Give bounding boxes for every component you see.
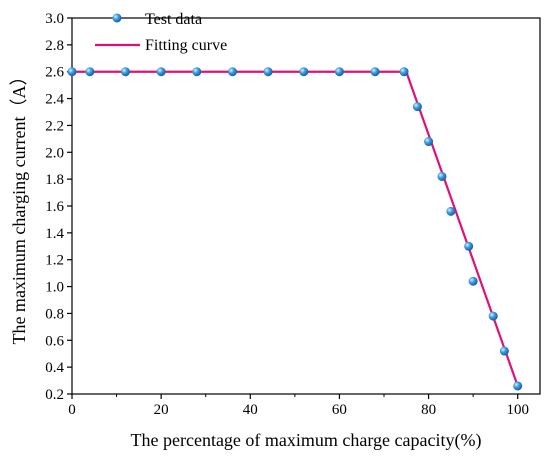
y-tick-label: 2.0: [45, 145, 64, 161]
x-tick-label: 20: [154, 402, 169, 418]
legend: Test data Fitting curve: [95, 11, 227, 54]
x-tick-label: 60: [332, 402, 347, 418]
test-data-point: [464, 241, 474, 251]
test-data-point: [412, 102, 422, 112]
test-data-point: [299, 67, 309, 77]
test-data-point: [120, 67, 130, 77]
test-data-point: [227, 67, 237, 77]
y-tick-label: 1.2: [45, 253, 64, 269]
x-axis-ticks: 0 20 40 60 80 100: [68, 394, 529, 418]
test-data-point: [468, 276, 478, 286]
test-data-point: [499, 346, 509, 356]
test-data-points: [67, 67, 523, 391]
y-tick-label: 0.8: [45, 306, 64, 322]
test-data-point: [192, 67, 202, 77]
test-data-point: [399, 67, 409, 77]
y-tick-label: 2.4: [45, 92, 64, 108]
legend-test-data-label: Test data: [145, 11, 202, 28]
plot-area-frame: [71, 17, 541, 395]
test-data-point: [437, 171, 447, 181]
test-data-point: [334, 67, 344, 77]
y-tick-label: 2.6: [45, 65, 64, 81]
y-tick-label: 0.6: [45, 333, 64, 349]
test-data-point: [85, 67, 95, 77]
x-tick-label: 80: [421, 402, 436, 418]
test-data-point: [488, 311, 498, 321]
y-axis-ticks: 0.2 0.4 0.6 0.8 1.0 1.2 1.4 1.6 1.8 2.0 2.2 2.4 2.6 2…: [45, 11, 72, 403]
y-axis-title: The maximum charging current（A）: [9, 67, 29, 344]
test-data-point: [513, 381, 523, 391]
y-tick-label: 1.6: [45, 199, 64, 215]
y-tick-label: 2.2: [45, 118, 64, 134]
test-data-point: [263, 67, 273, 77]
y-tick-label: 1.0: [45, 280, 64, 296]
test-data-point: [424, 137, 434, 147]
test-data-point: [446, 206, 456, 216]
x-tick-label: 0: [68, 402, 76, 418]
x-tick-label: 100: [506, 402, 529, 418]
test-data-point: [156, 67, 166, 77]
y-tick-label: 1.8: [45, 172, 64, 188]
legend-test-data-marker: [112, 13, 122, 23]
y-tick-label: 3.0: [45, 11, 64, 27]
legend-fitting-curve-label: Fitting curve: [145, 37, 227, 54]
y-tick-label: 2.8: [45, 38, 64, 54]
x-tick-label: 40: [243, 402, 258, 418]
test-data-point: [67, 67, 77, 77]
x-axis-title: The percentage of maximum charge capacit…: [131, 430, 482, 451]
y-tick-label: 1.4: [45, 226, 64, 242]
y-tick-label: 0.2: [45, 387, 64, 403]
y-tick-label: 0.4: [45, 360, 64, 376]
test-data-point: [370, 67, 380, 77]
